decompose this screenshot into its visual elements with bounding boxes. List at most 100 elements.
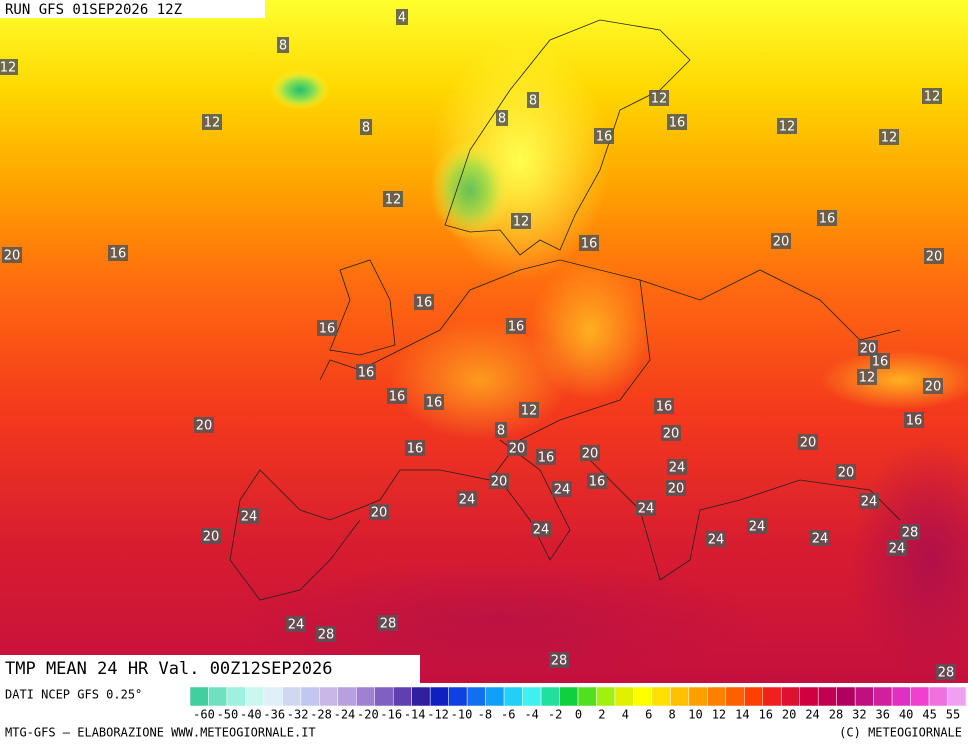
contour-label: 16 <box>407 442 424 457</box>
contour-label: 20 <box>196 419 213 434</box>
label-box <box>747 518 767 534</box>
scale-cell <box>725 686 745 707</box>
contour-label: 20 <box>582 447 599 462</box>
scale-cell <box>337 686 357 707</box>
scale-cell <box>910 686 930 707</box>
scale-label: -20 <box>357 708 379 722</box>
contour-label: 16 <box>508 320 525 335</box>
scale-label: -2 <box>548 708 562 722</box>
contour-label: 24 <box>459 493 476 508</box>
copyright: (C) METEOGIORNALE <box>839 726 962 740</box>
label-box <box>495 422 507 438</box>
scale-label: 55 <box>946 708 960 722</box>
scale-cell <box>633 686 653 707</box>
contour-label: 16 <box>589 475 606 490</box>
label-box <box>817 210 837 226</box>
contour-label: 28 <box>380 617 397 632</box>
label-box <box>360 119 372 135</box>
label-box <box>536 449 556 465</box>
contour-label: 24 <box>533 523 550 538</box>
contour-label: 12 <box>521 404 538 419</box>
scale-cell <box>263 686 283 707</box>
contour-label: 20 <box>668 482 685 497</box>
scale-cell <box>614 686 634 707</box>
contour-label: 12 <box>651 92 668 107</box>
scale-cell <box>411 686 431 707</box>
label-box <box>396 9 408 25</box>
label-box <box>923 378 943 394</box>
contour-label: 12 <box>779 120 796 135</box>
label-box <box>506 318 526 334</box>
scale-cell <box>670 686 690 707</box>
scale-label: 4 <box>622 708 629 722</box>
label-box <box>424 394 444 410</box>
scale-label: 14 <box>735 708 749 722</box>
scale-label: -10 <box>451 708 473 722</box>
scale-cell <box>485 686 505 707</box>
label-box <box>239 508 259 524</box>
scale-label: -6 <box>501 708 515 722</box>
contour-label: 20 <box>800 436 817 451</box>
scale-cell <box>466 686 486 707</box>
contour-label: 16 <box>872 355 889 370</box>
contour-label: 16 <box>596 130 613 145</box>
label-box <box>777 118 797 134</box>
contour-label: 24 <box>861 495 878 510</box>
contour-label: 8 <box>362 121 370 136</box>
scale-cell <box>319 686 339 707</box>
label-box <box>587 473 607 489</box>
contour-label: 28 <box>318 628 335 643</box>
label-box <box>356 364 376 380</box>
label-box <box>552 481 572 497</box>
contour-label: 20 <box>663 427 680 442</box>
label-box <box>666 480 686 496</box>
label-box <box>922 88 942 104</box>
scale-label: -16 <box>380 708 402 722</box>
contour-label: 28 <box>551 654 568 669</box>
label-box <box>667 459 687 475</box>
label-box <box>378 615 398 631</box>
scale-cell <box>540 686 560 707</box>
label-box <box>286 616 306 632</box>
contour-label: 8 <box>498 112 506 127</box>
contour-label: 16 <box>538 451 555 466</box>
contour-label: 12 <box>513 215 530 230</box>
label-box <box>489 473 509 489</box>
label-box <box>369 504 389 520</box>
label-box <box>0 59 18 75</box>
label-box <box>859 493 879 509</box>
label-box <box>900 524 920 540</box>
label-box <box>594 128 614 144</box>
contour-label: 28 <box>902 526 919 541</box>
label-box <box>636 500 656 516</box>
contour-label: 8 <box>529 94 537 109</box>
credit: MTG-GFS — ELABORAZIONE WWW.METEOGIORNALE… <box>5 726 316 740</box>
scale-cell <box>688 686 708 707</box>
label-box <box>194 417 214 433</box>
contour-label: 12 <box>385 193 402 208</box>
contour-label: 16 <box>416 296 433 311</box>
scale-label: -14 <box>404 708 426 722</box>
scale-label: 2 <box>598 708 605 722</box>
scale-label: 20 <box>782 708 796 722</box>
label-box <box>527 92 539 108</box>
label-box <box>511 213 531 229</box>
scale-label: -24 <box>334 708 356 722</box>
scale-cell <box>577 686 597 707</box>
scale-cell <box>189 686 209 707</box>
scale-label: 12 <box>712 708 726 722</box>
label-box <box>706 531 726 547</box>
scale-label: 45 <box>922 708 936 722</box>
label-box <box>904 412 924 428</box>
contour-label: 16 <box>110 247 127 262</box>
chart-title: TMP MEAN 24 HR Val. 00Z12SEP2026 <box>5 659 333 679</box>
scale-cell <box>208 686 228 707</box>
scale-label: 40 <box>899 708 913 722</box>
label-box <box>661 425 681 441</box>
color-scale: -60 -50 -40 -36 -32 -28 -24 -20 -16 -14 -12 -10 -8 -6… <box>189 686 967 722</box>
label-box <box>496 110 508 126</box>
contour-label: 24 <box>749 520 766 535</box>
label-box <box>531 521 551 537</box>
label-box <box>383 191 403 207</box>
contour-label: 24 <box>638 502 655 517</box>
